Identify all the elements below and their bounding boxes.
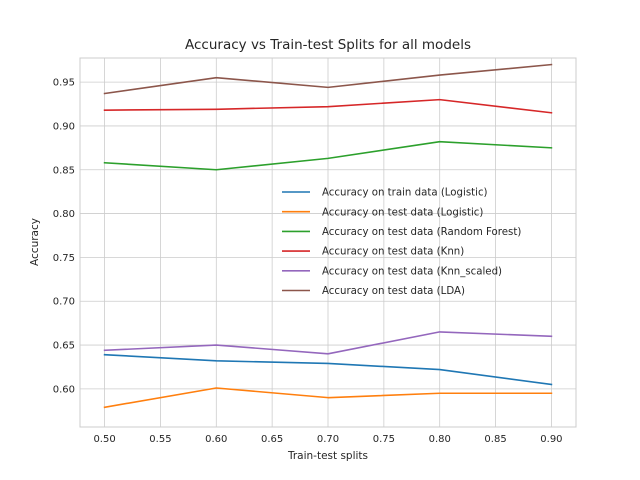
legend-label-5: Accuracy on test data (LDA) — [322, 286, 465, 297]
chart-title: Accuracy vs Train-test Splits for all mo… — [185, 37, 471, 53]
series-line-5 — [103, 63, 553, 95]
y-tick-label: 0.90 — [53, 121, 75, 132]
series-lines — [103, 63, 553, 409]
x-tick-label: 0.55 — [149, 434, 171, 445]
x-tick-label: 0.65 — [261, 434, 283, 445]
legend-label-2: Accuracy on test data (Random Forest) — [322, 227, 521, 238]
x-tick-label: 0.50 — [93, 434, 115, 445]
x-tick-label: 0.80 — [429, 434, 451, 445]
legend-label-0: Accuracy on train data (Logistic) — [322, 188, 488, 199]
x-axis-label: Train-test splits — [287, 450, 368, 462]
x-tick-label: 0.60 — [205, 434, 227, 445]
y-tick-label: 0.75 — [53, 253, 75, 264]
x-tick-label: 0.85 — [484, 434, 506, 445]
y-tick-label: 0.70 — [53, 297, 75, 308]
legend-label-1: Accuracy on test data (Logistic) — [322, 207, 483, 218]
x-tick-label: 0.90 — [540, 434, 562, 445]
series-line-2 — [103, 140, 553, 171]
legend-label-3: Accuracy on test data (Knn) — [322, 247, 464, 258]
series-line-3 — [103, 98, 553, 114]
y-tick-label: 0.60 — [53, 384, 75, 395]
legend: Accuracy on train data (Logistic) Accurac… — [282, 188, 521, 297]
series-line-4 — [103, 331, 553, 355]
y-tick-label: 0.85 — [53, 165, 75, 176]
y-tick-labels: 0.60 0.65 0.70 0.75 0.80 0.85 0.90 0.95 — [53, 78, 75, 396]
series-line-0 — [103, 353, 553, 386]
x-tick-label: 0.75 — [373, 434, 395, 445]
series-line-1 — [103, 387, 553, 409]
y-tick-label: 0.95 — [53, 78, 75, 89]
x-tick-labels: 0.50 0.55 0.60 0.65 0.70 0.75 0.80 0.85 0.90 — [93, 434, 562, 445]
grid — [80, 58, 576, 427]
y-tick-label: 0.65 — [53, 341, 75, 352]
x-tick-label: 0.70 — [317, 434, 339, 445]
y-tick-label: 0.80 — [53, 209, 75, 220]
legend-label-4: Accuracy on test data (Knn_scaled) — [322, 266, 502, 277]
y-axis-label: Accuracy — [29, 218, 41, 266]
plot-frame — [79, 57, 577, 428]
